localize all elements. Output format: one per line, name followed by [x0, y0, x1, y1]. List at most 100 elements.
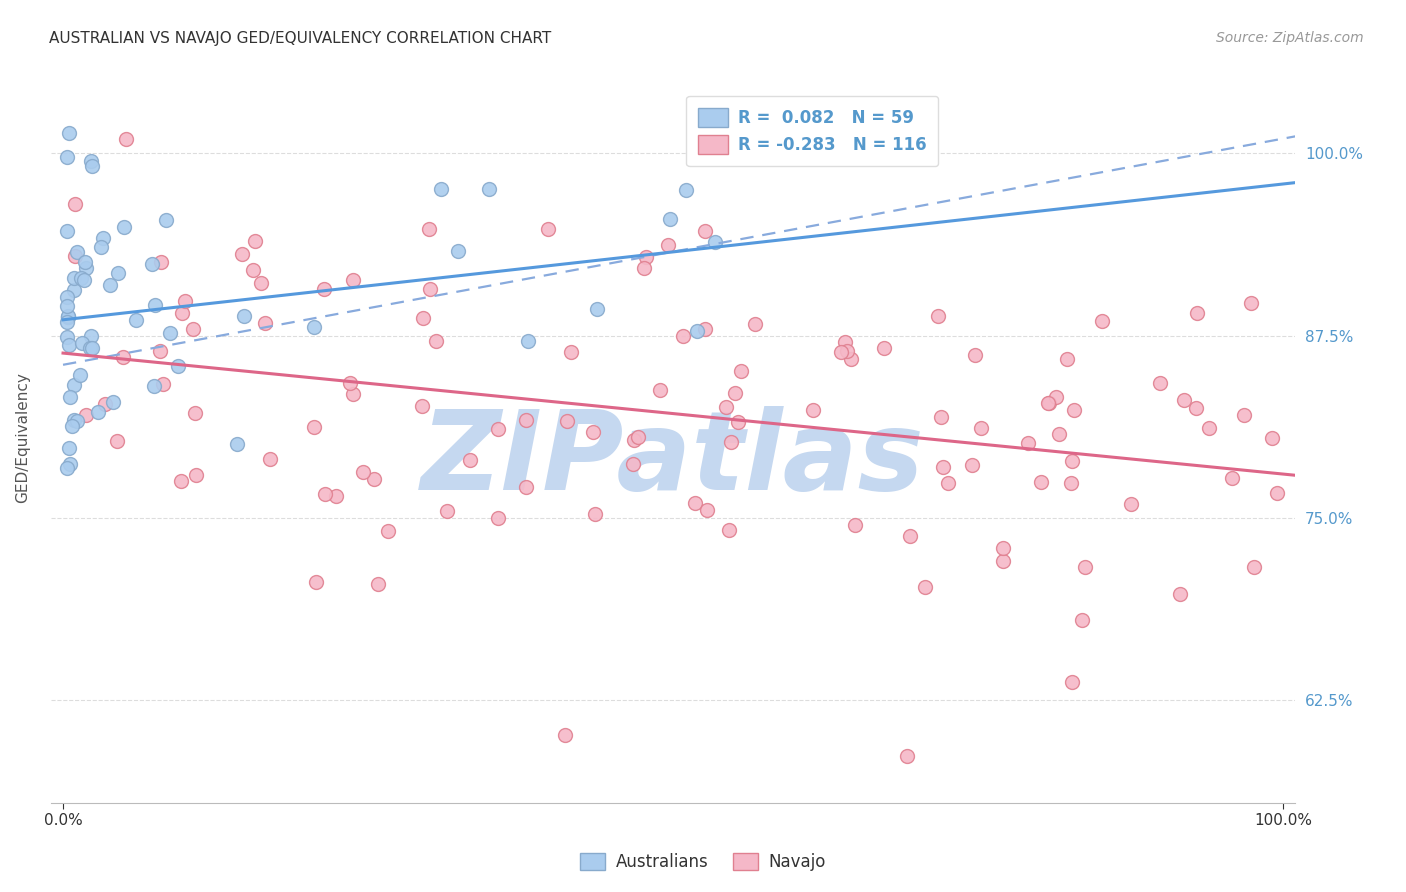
Point: [167, 359, 190, 373]
Point: [159, 326, 181, 340]
Point: [352, 465, 374, 479]
Point: [436, 504, 458, 518]
Point: [1038, 396, 1060, 410]
Point: [377, 524, 399, 539]
Point: [633, 260, 655, 275]
Point: [1240, 296, 1263, 310]
Point: [186, 468, 208, 483]
Point: [1260, 431, 1282, 445]
Point: [314, 282, 336, 296]
Point: [302, 320, 325, 334]
Point: [993, 541, 1015, 555]
Text: ZIPatlas: ZIPatlas: [422, 406, 925, 513]
Point: [94, 397, 117, 411]
Point: [991, 554, 1014, 568]
Point: [834, 334, 856, 349]
Point: [636, 250, 658, 264]
Point: [582, 425, 605, 439]
Point: [1056, 351, 1078, 366]
Point: [143, 298, 166, 312]
Point: [560, 344, 582, 359]
Point: [1045, 390, 1067, 404]
Point: [554, 728, 576, 742]
Point: [517, 334, 540, 349]
Point: [250, 276, 273, 290]
Point: [686, 324, 709, 338]
Point: [962, 458, 984, 472]
Point: [79, 341, 101, 355]
Point: [259, 451, 281, 466]
Point: [125, 313, 148, 327]
Point: [58, 310, 80, 324]
Point: [929, 410, 952, 425]
Point: [969, 421, 991, 435]
Point: [60, 418, 83, 433]
Point: [412, 310, 434, 325]
Point: [650, 383, 672, 397]
Point: [59, 457, 82, 471]
Point: [672, 329, 695, 343]
Point: [80, 160, 103, 174]
Point: [914, 580, 936, 594]
Point: [55, 461, 77, 475]
Point: [585, 302, 607, 317]
Point: [325, 489, 347, 503]
Point: [112, 219, 135, 234]
Point: [62, 283, 84, 297]
Point: [963, 348, 986, 362]
Point: [80, 329, 103, 343]
Point: [1062, 674, 1084, 689]
Point: [91, 231, 114, 245]
Point: [70, 336, 93, 351]
Point: [658, 211, 681, 226]
Point: [58, 338, 80, 352]
Point: [478, 182, 501, 196]
Point: [342, 273, 364, 287]
Point: [56, 309, 79, 323]
Point: [486, 422, 509, 436]
Point: [181, 322, 204, 336]
Point: [801, 403, 824, 417]
Point: [231, 246, 253, 260]
Point: [557, 414, 579, 428]
Point: [900, 529, 922, 543]
Point: [80, 341, 103, 355]
Point: [844, 517, 866, 532]
Point: [55, 330, 77, 344]
Point: [152, 377, 174, 392]
Point: [1017, 435, 1039, 450]
Point: [1091, 314, 1114, 328]
Point: [225, 437, 247, 451]
Point: [63, 249, 86, 263]
Point: [720, 434, 742, 449]
Point: [304, 420, 326, 434]
Point: [730, 364, 752, 378]
Point: [1060, 454, 1083, 468]
Point: [58, 127, 80, 141]
Point: [172, 306, 194, 320]
Point: [150, 255, 173, 269]
Point: [112, 350, 135, 364]
Point: [1071, 614, 1094, 628]
Point: [87, 404, 110, 418]
Point: [724, 386, 747, 401]
Point: [425, 334, 447, 349]
Point: [55, 290, 77, 304]
Point: [80, 154, 103, 169]
Point: [683, 496, 706, 510]
Point: [696, 503, 718, 517]
Point: [305, 574, 328, 589]
Point: [657, 238, 679, 252]
Point: [58, 310, 80, 324]
Point: [90, 240, 112, 254]
Point: [727, 415, 749, 429]
Point: [515, 480, 537, 494]
Point: [1173, 392, 1195, 407]
Point: [1036, 396, 1059, 410]
Point: [1220, 471, 1243, 485]
Point: [56, 224, 79, 238]
Point: [75, 409, 97, 423]
Point: [936, 475, 959, 490]
Point: [830, 345, 852, 359]
Point: [62, 413, 84, 427]
